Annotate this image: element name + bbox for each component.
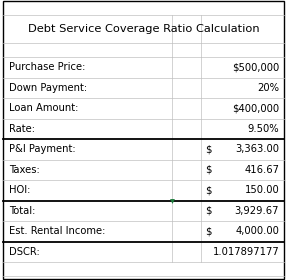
Text: DSCR:: DSCR: (9, 247, 40, 257)
Text: $: $ (205, 206, 212, 216)
Text: $: $ (205, 226, 212, 236)
Text: Taxes:: Taxes: (9, 165, 40, 175)
Text: 416.67: 416.67 (244, 165, 279, 175)
Text: Rate:: Rate: (9, 124, 35, 134)
Text: 3,363.00: 3,363.00 (235, 144, 279, 154)
Text: HOI:: HOI: (9, 185, 30, 195)
Text: $: $ (205, 144, 212, 154)
Text: Total:: Total: (9, 206, 36, 216)
Text: Down Payment:: Down Payment: (9, 83, 87, 93)
Text: 150.00: 150.00 (245, 185, 279, 195)
Text: Purchase Price:: Purchase Price: (9, 62, 86, 72)
Text: $500,000: $500,000 (232, 62, 279, 72)
Text: 4,000.00: 4,000.00 (235, 226, 279, 236)
Text: 9.50%: 9.50% (248, 124, 279, 134)
Text: Est. Rental Income:: Est. Rental Income: (9, 226, 106, 236)
Text: 20%: 20% (257, 83, 279, 93)
Text: $: $ (205, 185, 212, 195)
Text: $: $ (205, 165, 212, 175)
Text: 1.017897177: 1.017897177 (212, 247, 279, 257)
Text: $400,000: $400,000 (232, 103, 279, 113)
Text: P&I Payment:: P&I Payment: (9, 144, 76, 154)
Text: Debt Service Coverage Ratio Calculation: Debt Service Coverage Ratio Calculation (28, 24, 259, 34)
Text: 3,929.67: 3,929.67 (235, 206, 279, 216)
Text: Loan Amount:: Loan Amount: (9, 103, 79, 113)
